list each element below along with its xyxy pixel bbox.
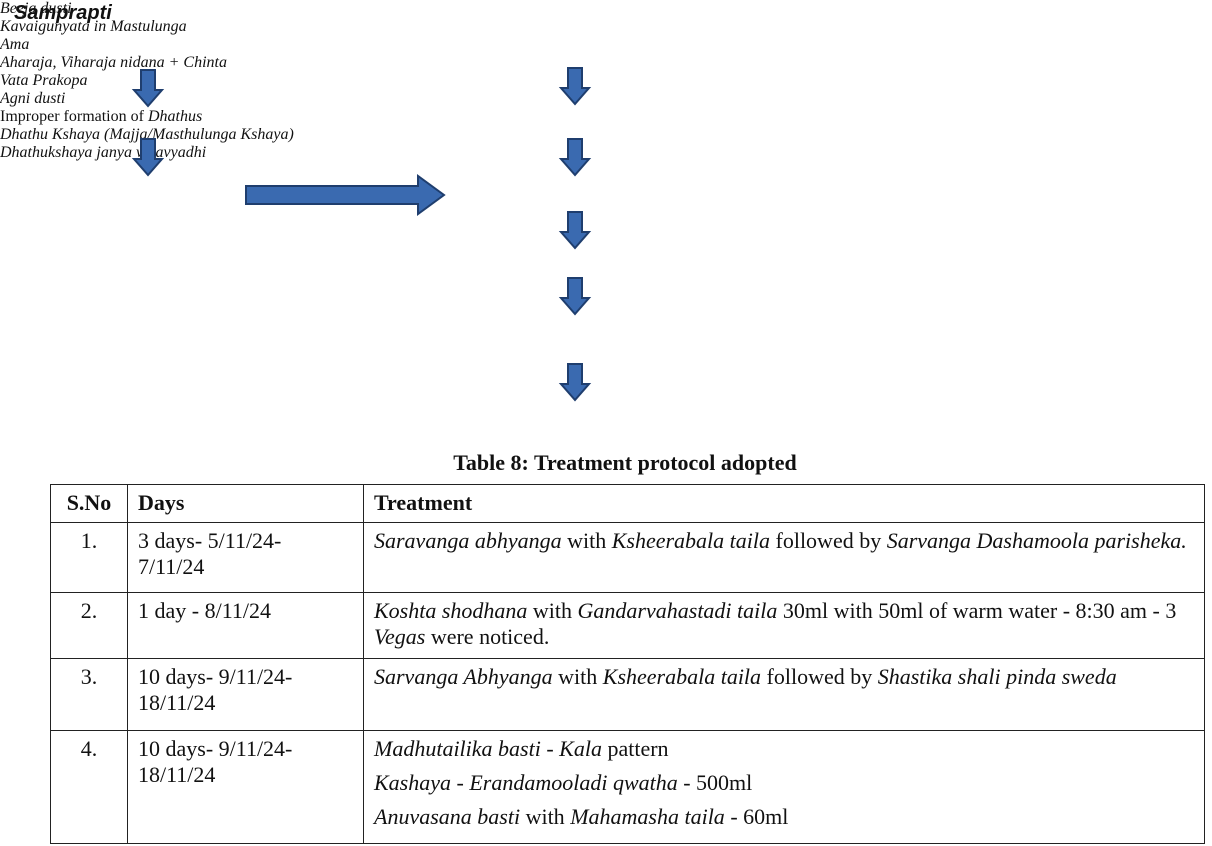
text-run: Erandamooladi qwatha xyxy=(469,770,678,795)
text-run: Koshta shodhana xyxy=(374,598,528,623)
treatment-line: Anuvasana basti with Mahamasha taila - 6… xyxy=(374,804,1194,830)
text-run: followed by xyxy=(770,528,887,553)
treatment-line: Koshta shodhana with Gandarvahastadi tai… xyxy=(374,598,1176,649)
text-run: Improper formation of xyxy=(0,108,148,125)
header-cell: S.No xyxy=(50,484,128,523)
text-run: Aharaja, Viharaja nidana + Chinta xyxy=(0,54,227,71)
sno-cell: 2. xyxy=(50,592,128,659)
days-cell: 3 days- 5/11/24- 7/11/24 xyxy=(127,522,364,593)
treatment-cell: Saravanga abhyanga with Ksheerabala tail… xyxy=(363,522,1205,593)
flow-arrows xyxy=(133,67,590,401)
treatment-cell: Madhutailika basti - Kala pattern Kashaya… xyxy=(363,730,1205,844)
text-run: followed by xyxy=(761,664,878,689)
sno-cell: 4. xyxy=(50,730,128,844)
text-run: - 60ml xyxy=(724,804,789,829)
text-run: Shastika shali pinda sweda xyxy=(877,664,1117,689)
treatment-line: Kashaya - Erandamooladi qwatha - 500ml xyxy=(374,770,1194,796)
arrow-down xyxy=(560,138,590,176)
treatment-table: S.No Days Treatment 1. 3 days- 5/11/24- 7… xyxy=(50,484,1205,844)
text-run: Kashaya xyxy=(374,770,451,795)
flow-node: Ama xyxy=(0,36,1212,54)
text-run: - xyxy=(451,770,470,795)
arrow-down xyxy=(560,277,590,315)
treatment-line: Saravanga abhyanga with Ksheerabala tail… xyxy=(374,528,1187,553)
flow-node: Improper formation of Dhathus xyxy=(0,108,1212,126)
text-run: Sarvanga Abhyanga xyxy=(374,664,553,689)
text-run: pattern xyxy=(601,736,669,761)
flow-node: Agni dusti xyxy=(0,90,1212,108)
flow-node: Beeja dusti xyxy=(0,0,1212,18)
table-title: Table 8: Treatment protocol adopted xyxy=(453,450,797,475)
text-run: Dhathu Kshaya (Majja/Masthulunga Kshaya) xyxy=(0,126,294,143)
table-row: 3. 10 days- 9/11/24- 18/11/24 Sarvanga Abh… xyxy=(50,658,1205,731)
treatment-line: Sarvanga Abhyanga with Ksheerabala taila… xyxy=(374,664,1117,689)
text-run: Kavaigunyata in Mastulunga xyxy=(0,18,187,35)
flow-node: Vata Prakopa xyxy=(0,72,1212,90)
text-run: Saravanga abhyanga xyxy=(374,528,562,553)
text-run: - xyxy=(540,736,560,761)
flow-node: Kavaigunyata in Mastulunga xyxy=(0,18,1212,36)
table-row: 1. 3 days- 5/11/24- 7/11/24 Saravanga abhy… xyxy=(50,522,1205,593)
arrow-down xyxy=(133,138,163,176)
arrow-right xyxy=(245,174,446,216)
header-cell: Treatment xyxy=(363,484,1205,523)
sno-cell: 1. xyxy=(50,522,128,593)
arrow-down xyxy=(560,211,590,249)
sno-cell: 3. xyxy=(50,658,128,731)
text-run: Sarvanga Dashamoola parisheka. xyxy=(886,528,1187,553)
treatment-cell: Sarvanga Abhyanga with Ksheerabala taila… xyxy=(363,658,1205,731)
header-cell: Days xyxy=(127,484,364,523)
flow-node: Dhathu Kshaya (Majja/Masthulunga Kshaya) xyxy=(0,126,1212,144)
text-run: with xyxy=(527,598,578,623)
days-cell: 1 day - 8/11/24 xyxy=(127,592,364,659)
text-run: with xyxy=(561,528,612,553)
section-title: Samprapti xyxy=(14,2,112,24)
arrow-down xyxy=(133,69,163,107)
text-run: Vata Prakopa xyxy=(0,72,88,89)
text-run: 30ml with 50ml of warm water - 8:30 am -… xyxy=(777,598,1177,623)
treatment-line: Madhutailika basti - Kala pattern xyxy=(374,736,1194,762)
table-row: 4. 10 days- 9/11/24- 18/11/24 Madhutailika… xyxy=(50,730,1205,844)
text-run: Dhathus xyxy=(147,108,203,125)
text-run: Anuvasana basti xyxy=(374,804,521,829)
table-row: 2. 1 day - 8/11/24 Koshta shodhana with Ga… xyxy=(50,592,1205,659)
text-run: - 500ml xyxy=(677,770,753,795)
days-cell: 10 days- 9/11/24- 18/11/24 xyxy=(127,730,364,844)
text-run: Madhutailika basti xyxy=(374,736,541,761)
treatment-cell: Koshta shodhana with Gandarvahastadi tai… xyxy=(363,592,1205,659)
text-run: Vegas xyxy=(374,624,426,649)
text-run: Ksheerabala taila xyxy=(602,664,762,689)
text-run: Kala xyxy=(559,736,602,761)
text-run: Beeja dusti xyxy=(0,0,72,17)
flow-node: Aharaja, Viharaja nidana + Chinta xyxy=(0,54,1212,72)
text-run: with xyxy=(552,664,603,689)
text-run: Agni dusti xyxy=(0,90,66,107)
days-cell: 10 days- 9/11/24- 18/11/24 xyxy=(127,658,364,731)
text-run: Mahamasha taila xyxy=(570,804,725,829)
text-run: with xyxy=(520,804,571,829)
arrow-down xyxy=(560,363,590,401)
text-run: were noticed. xyxy=(425,624,550,649)
text-run: Ksheerabala taila xyxy=(611,528,770,553)
text-run: Ama xyxy=(0,36,30,53)
arrow-down xyxy=(560,67,590,105)
header-row: S.No Days Treatment xyxy=(50,484,1205,523)
text-run: Gandarvahastadi taila xyxy=(577,598,778,623)
